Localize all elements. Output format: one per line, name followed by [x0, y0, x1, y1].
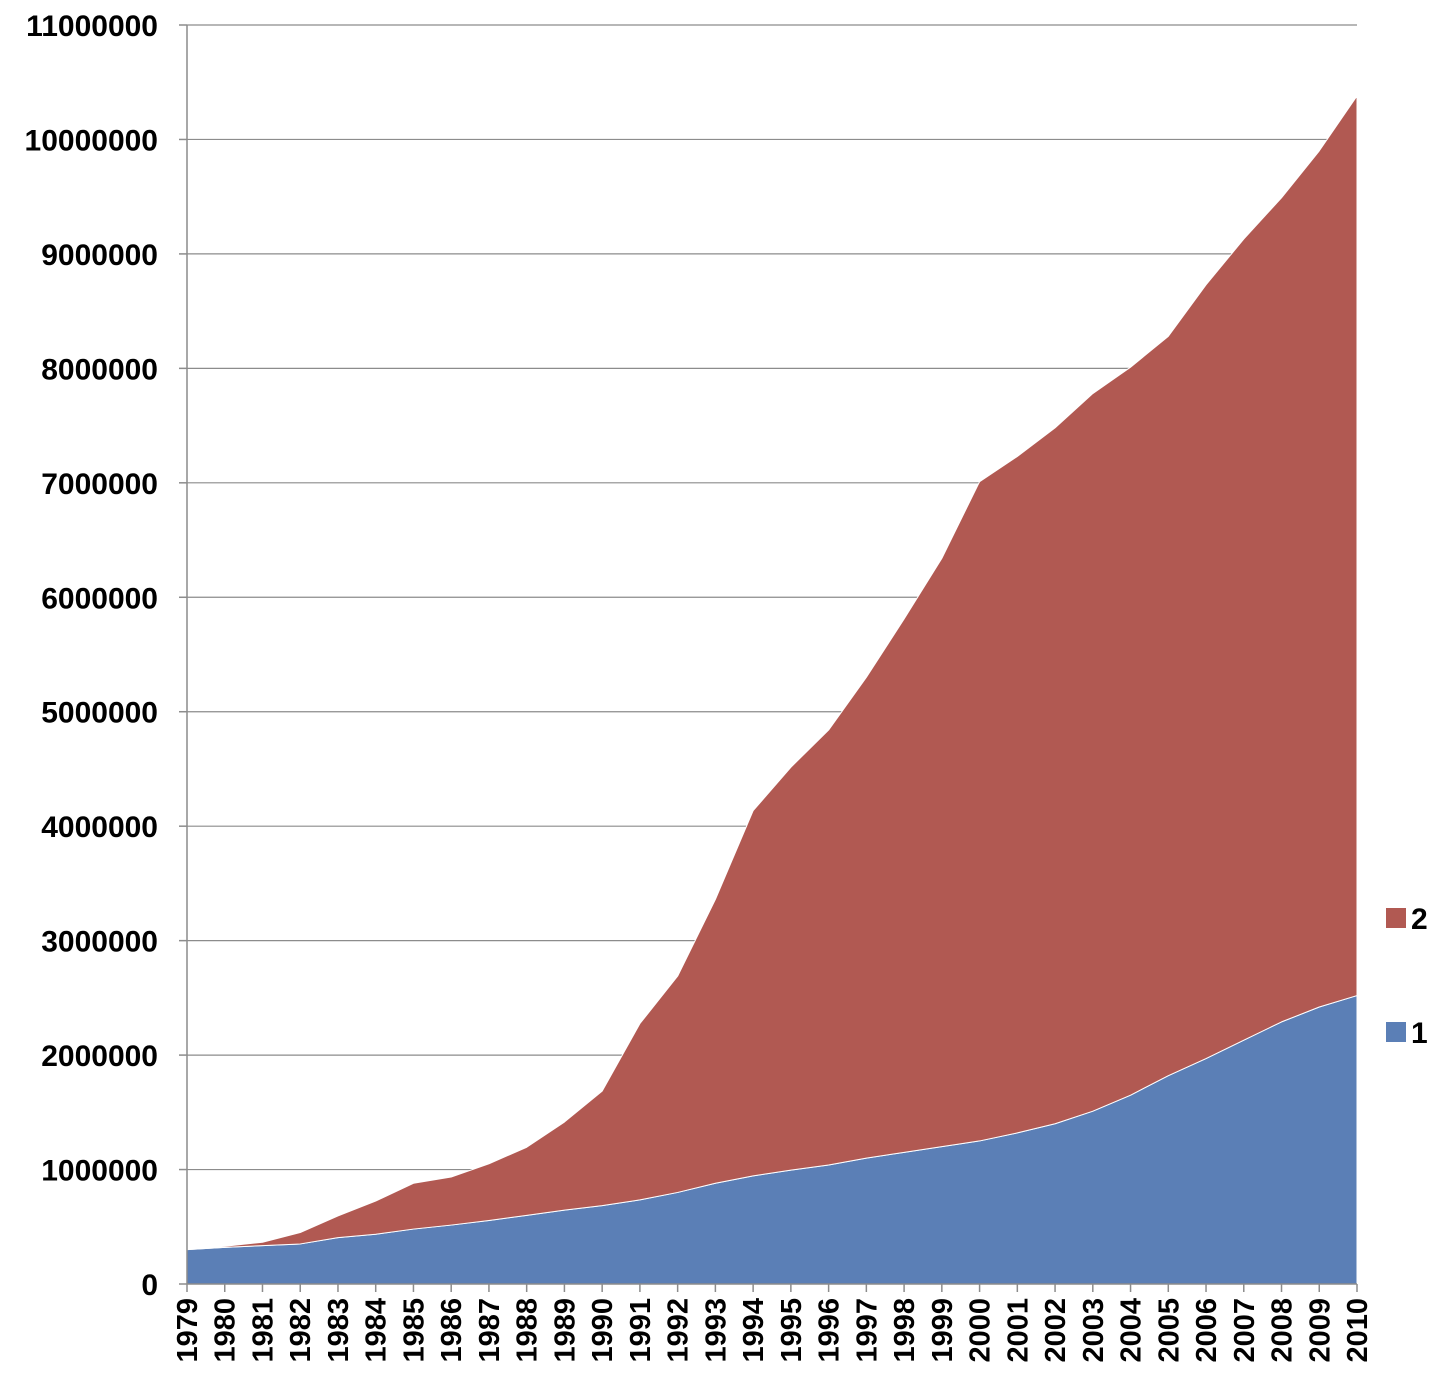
- x-tick-label: 2004: [1116, 1298, 1148, 1363]
- x-tick-label: 1995: [776, 1298, 808, 1363]
- y-axis-ticks: 0 1000000 2000000 3000000 4000000 5000000 6000…: [25, 10, 158, 1302]
- x-tick-label: 1983: [323, 1298, 355, 1363]
- x-tick-label: 2007: [1229, 1298, 1261, 1363]
- x-tick-label: 1981: [247, 1298, 279, 1363]
- y-tick-label: 6000000: [41, 582, 158, 615]
- y-tick-label: 8000000: [41, 353, 158, 386]
- x-tick-label: 2008: [1267, 1298, 1299, 1363]
- x-tick-label: 1985: [398, 1298, 430, 1363]
- x-tick-label: 2005: [1153, 1298, 1185, 1363]
- area-series-2: [186, 95, 1358, 1251]
- axes: [179, 24, 1357, 1285]
- y-tick-label: 4000000: [41, 811, 158, 844]
- x-tick-label: 1996: [814, 1298, 846, 1363]
- y-tick-label: 5000000: [41, 697, 158, 730]
- x-tick-label: 1990: [587, 1298, 619, 1363]
- plot-areas: [186, 95, 1358, 1285]
- y-tick-label: 11000000: [26, 10, 158, 43]
- y-tick-label: 9000000: [41, 239, 158, 272]
- x-tick-label: 1988: [512, 1298, 544, 1363]
- x-tick-label: 1987: [474, 1298, 506, 1363]
- x-tick-label: 2001: [1002, 1298, 1034, 1363]
- x-tick-label: 1989: [549, 1298, 581, 1363]
- y-tick-label: 7000000: [41, 468, 158, 501]
- x-tick-label: 2000: [965, 1298, 997, 1363]
- x-tick-label: 1991: [625, 1298, 657, 1363]
- x-tick-label: 1998: [889, 1298, 921, 1363]
- x-tick-label: 2002: [1040, 1298, 1072, 1363]
- x-tick-label: 1997: [851, 1298, 883, 1363]
- x-tick-label: 1986: [436, 1298, 468, 1363]
- x-tick-label: 1992: [663, 1298, 695, 1363]
- y-tick-label: 3000000: [41, 926, 158, 959]
- legend-label-1: 1: [1411, 1017, 1428, 1050]
- x-tick-label: 2009: [1304, 1298, 1336, 1363]
- x-tick-label: 1984: [361, 1298, 393, 1363]
- x-tick-label: 2006: [1191, 1298, 1223, 1363]
- y-tick-label: 2000000: [41, 1040, 158, 1073]
- x-tick-label: 1980: [210, 1298, 242, 1363]
- legend-swatch-1: [1386, 1022, 1406, 1042]
- x-tick-label: 1999: [927, 1298, 959, 1363]
- x-tick-label: 1979: [172, 1298, 204, 1363]
- x-tick-label: 1982: [285, 1298, 317, 1363]
- y-tick-label: 1000000: [41, 1155, 158, 1188]
- x-tick-label: 2010: [1342, 1298, 1374, 1363]
- x-axis-ticks: 1979 1980 1981 1982 1983 1984 1985 1986 1987 1988…: [172, 1284, 1374, 1363]
- y-tick-label: 0: [141, 1269, 158, 1302]
- gridlines: [187, 24, 1357, 1171]
- legend-label-2: 2: [1411, 903, 1428, 936]
- legend-swatch-2: [1386, 908, 1406, 928]
- x-tick-label: 1994: [738, 1298, 770, 1363]
- x-tick-label: 2003: [1078, 1298, 1110, 1363]
- legend: 21: [1386, 903, 1428, 1050]
- x-tick-label: 1993: [700, 1298, 732, 1363]
- y-tick-label: 10000000: [25, 124, 158, 157]
